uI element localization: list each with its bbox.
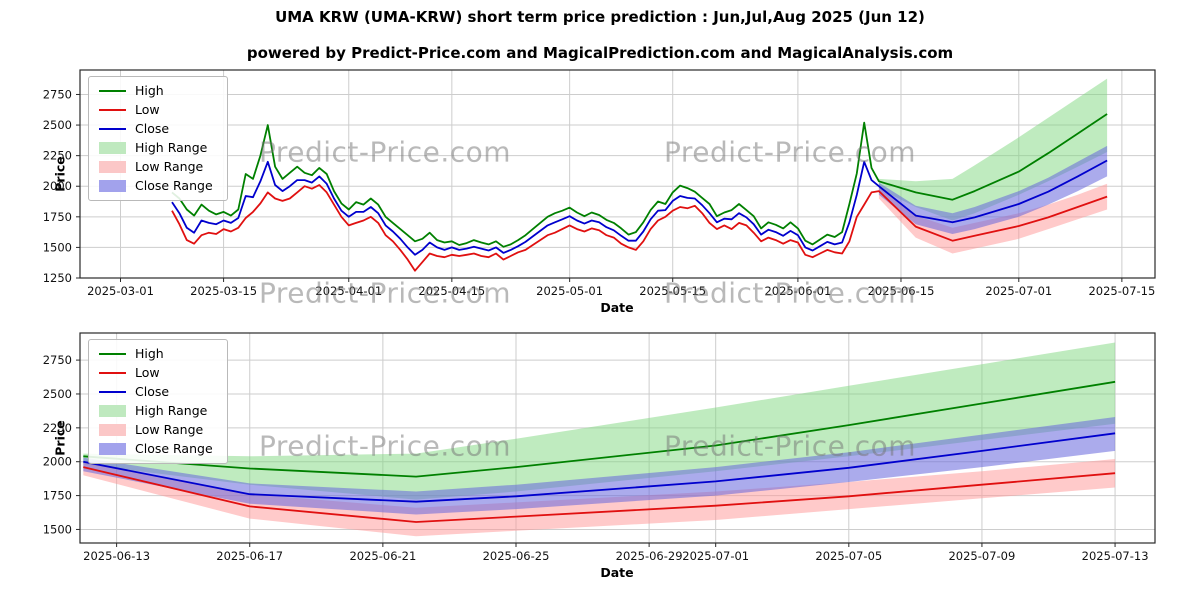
legend-swatch-close [99,391,126,393]
legend-item-low-range: Low Range [99,423,213,437]
legend-item-low: Low [99,366,213,380]
chart-svg-forecast-zoom: 1500 1750 2000 2250 2500 2750 2025-06-13 2025-0… [43,332,1156,563]
chart-svg-history-and-forecast: 1250 1500 1750 2000 2250 2500 2750 2025-03-01 20… [43,69,1156,298]
legend-swatch-low [99,109,126,111]
svg-text:2025-06-29: 2025-06-29 [616,549,683,563]
svg-text:2025-07-01: 2025-07-01 [682,549,749,563]
legend-item-close: Close [99,385,213,399]
x-axis-label-top-chart: Date [600,300,634,315]
legend-item-close-range: Close Range [99,179,213,193]
svg-text:2750: 2750 [43,353,72,367]
legend-swatch-close-range [99,443,126,455]
x-axis-label-bottom-chart: Date [600,565,634,580]
legend-label-low-range: Low Range [135,159,204,174]
svg-text:2500: 2500 [43,387,72,401]
svg-text:2025-07-05: 2025-07-05 [815,549,882,563]
legend-bottom-chart: High Low Close High Range Low Range Close Ran… [88,339,228,464]
legend-item-high-range: High Range [99,141,213,155]
svg-text:2025-03-01: 2025-03-01 [87,284,154,298]
forecast-chart: 1500 1750 2000 2250 2500 2750 2025-06-13 2025-0… [43,332,1156,563]
legend-swatch-high-range [99,405,126,417]
legend-swatch-low-range [99,161,126,173]
legend-swatch-high-range [99,142,126,154]
svg-text:2025-07-01: 2025-07-01 [985,284,1052,298]
legend-label-close: Close [135,121,170,136]
svg-text:2025-07-13: 2025-07-13 [1082,549,1149,563]
legend-label-low: Low [135,102,160,117]
page-subtitle: powered by Predict-Price.com and Magical… [246,44,954,62]
legend-swatch-high [99,90,126,92]
legend-item-close-range: Close Range [99,442,213,456]
legend-swatch-close-range [99,180,126,192]
legend-swatch-close [99,128,126,130]
svg-text:2750: 2750 [43,88,72,102]
svg-text:2250: 2250 [43,421,72,435]
legend-item-low-range: Low Range [99,160,213,174]
legend-label-low: Low [135,365,160,380]
legend-swatch-low-range [99,424,126,436]
legend-label-close-range: Close Range [135,178,213,193]
svg-text:2025-04-01: 2025-04-01 [315,284,382,298]
legend-label-close: Close [135,384,170,399]
legend-item-low: Low [99,103,213,117]
svg-text:2000: 2000 [43,179,72,193]
legend-swatch-high [99,353,126,355]
svg-text:2025-06-21: 2025-06-21 [349,549,416,563]
legend-label-high: High [135,346,164,361]
svg-text:1500: 1500 [43,240,72,254]
page-title: UMA KRW (UMA-KRW) short term price predi… [275,8,925,26]
legend-label-close-range: Close Range [135,441,213,456]
legend-top-chart: High Low Close High Range Low Range Close Ran… [88,76,228,201]
legend-item-high: High [99,84,213,98]
legend-label-low-range: Low Range [135,422,204,437]
svg-text:2025-07-09: 2025-07-09 [948,549,1015,563]
svg-text:1750: 1750 [43,489,72,503]
history-chart: 1250 1500 1750 2000 2250 2500 2750 2025-03-01 20… [43,69,1156,298]
svg-text:2025-06-01: 2025-06-01 [764,284,831,298]
svg-text:2025-06-25: 2025-06-25 [483,549,550,563]
legend-item-high-range: High Range [99,404,213,418]
legend-item-high: High [99,347,213,361]
legend-item-close: Close [99,122,213,136]
svg-text:1250: 1250 [43,271,72,285]
svg-text:2025-06-17: 2025-06-17 [216,549,283,563]
svg-text:2025-04-15: 2025-04-15 [418,284,485,298]
svg-text:2025-06-13: 2025-06-13 [83,549,150,563]
legend-label-high-range: High Range [135,403,208,418]
legend-swatch-low [99,372,126,374]
svg-text:2025-03-15: 2025-03-15 [190,284,257,298]
svg-text:2025-05-01: 2025-05-01 [536,284,603,298]
svg-text:1500: 1500 [43,523,72,537]
svg-text:2500: 2500 [43,118,72,132]
svg-text:1750: 1750 [43,210,72,224]
svg-text:2025-07-15: 2025-07-15 [1088,284,1155,298]
svg-text:2250: 2250 [43,149,72,163]
svg-text:2000: 2000 [43,455,72,469]
legend-label-high-range: High Range [135,140,208,155]
svg-text:2025-05-15: 2025-05-15 [639,284,706,298]
svg-text:2025-06-15: 2025-06-15 [868,284,935,298]
legend-label-high: High [135,83,164,98]
